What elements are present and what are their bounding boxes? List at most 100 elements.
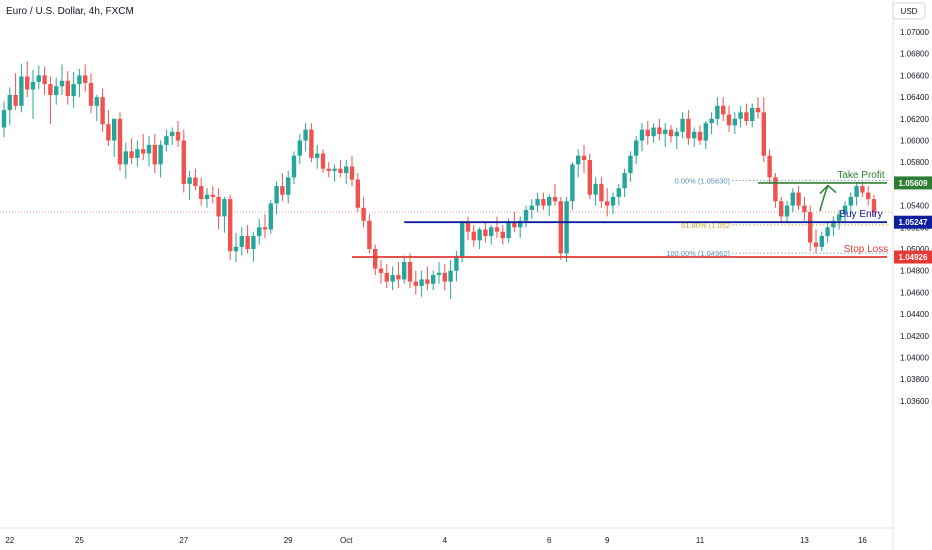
time-axis: 22252729Oct46911131618 (0, 527, 893, 545)
candle-body (303, 129, 308, 141)
candle-body (344, 166, 349, 174)
candle-body (291, 155, 297, 178)
candle (744, 103, 749, 126)
candle-body (721, 105, 726, 115)
candle-body (181, 140, 186, 184)
candle-body (239, 235, 244, 247)
candle-body (512, 222, 517, 228)
candle (94, 94, 99, 121)
candle (686, 110, 691, 145)
candle (715, 97, 720, 126)
time-tick-label: 4 (443, 536, 448, 545)
target-arrow-head (819, 184, 837, 195)
candle (448, 259, 453, 299)
candle-body (187, 177, 192, 184)
time-tick-label: 22 (5, 536, 14, 545)
candle (616, 183, 621, 206)
candle-body (112, 118, 117, 141)
candle-body (570, 164, 575, 202)
candle-body (465, 222, 471, 232)
candle (390, 266, 395, 291)
candle (141, 133, 146, 161)
candle-body (83, 75, 88, 83)
candle (732, 112, 737, 134)
candle-body (494, 227, 500, 232)
candle-body (529, 205, 534, 210)
candle (570, 162, 575, 210)
candle-body (268, 203, 273, 230)
candle-body (396, 275, 401, 280)
candle-body (860, 186, 865, 193)
candle (581, 144, 587, 174)
price-tick-label: 1.04200 (900, 332, 929, 341)
candle (117, 112, 123, 171)
candle-body (709, 118, 714, 124)
candle-body (1, 110, 7, 128)
candle-body (605, 201, 610, 206)
candle-body (332, 168, 337, 171)
price-label-value: 1.04926 (899, 253, 928, 262)
candle (477, 227, 482, 249)
candle-body (193, 177, 198, 187)
time-tick-label: 13 (800, 536, 809, 545)
candle (796, 186, 801, 210)
time-tick-label: Oct (340, 536, 353, 545)
candle-body (663, 129, 668, 134)
candle-body (175, 131, 181, 141)
candle (309, 123, 314, 163)
candle-body (477, 229, 482, 241)
candle (373, 244, 378, 276)
candle-body (831, 220, 836, 228)
candle-body (19, 76, 24, 106)
candle-body (837, 214, 842, 221)
candle-body (320, 153, 326, 169)
candle (13, 73, 18, 111)
candle-body (54, 86, 59, 95)
price-tick-label: 1.04600 (900, 288, 929, 297)
candle (30, 69, 36, 119)
candle (831, 216, 836, 236)
candle (674, 127, 679, 150)
candle-body (564, 201, 569, 254)
candle-body (726, 114, 732, 126)
candle-body (30, 81, 36, 90)
candle (668, 125, 674, 143)
fib-level-label: 0.00% (1.05630) (675, 177, 731, 186)
candle (315, 144, 320, 169)
candle-body (674, 131, 679, 137)
candle (320, 149, 326, 174)
currency-button[interactable]: USD (892, 2, 926, 20)
candle (303, 123, 308, 152)
candle-body (297, 140, 302, 156)
candle (222, 196, 227, 233)
candle (280, 173, 285, 202)
candle-body (460, 222, 465, 258)
price-tick-label: 1.06200 (900, 115, 929, 124)
candle (251, 231, 256, 263)
candle-body (842, 205, 848, 215)
candle-body (123, 151, 128, 165)
candle (257, 218, 262, 245)
candle (692, 127, 697, 148)
candle (651, 123, 656, 143)
candle-body (808, 212, 813, 243)
fib-level-label: 100.00% (1.04962) (666, 249, 730, 258)
candle (228, 194, 233, 260)
candle (48, 76, 53, 125)
candles (1, 61, 877, 299)
candle (106, 110, 111, 146)
candle-body (251, 235, 256, 249)
candle-body (819, 235, 824, 247)
candle (819, 231, 824, 252)
candle (88, 73, 94, 114)
candle (750, 103, 755, 128)
candle-body (338, 168, 343, 174)
price-label-box (894, 250, 932, 264)
candle (135, 140, 140, 167)
candle-body (854, 186, 859, 197)
candle (523, 205, 529, 228)
candle (338, 160, 343, 178)
candle (19, 63, 24, 113)
candle (663, 123, 668, 148)
